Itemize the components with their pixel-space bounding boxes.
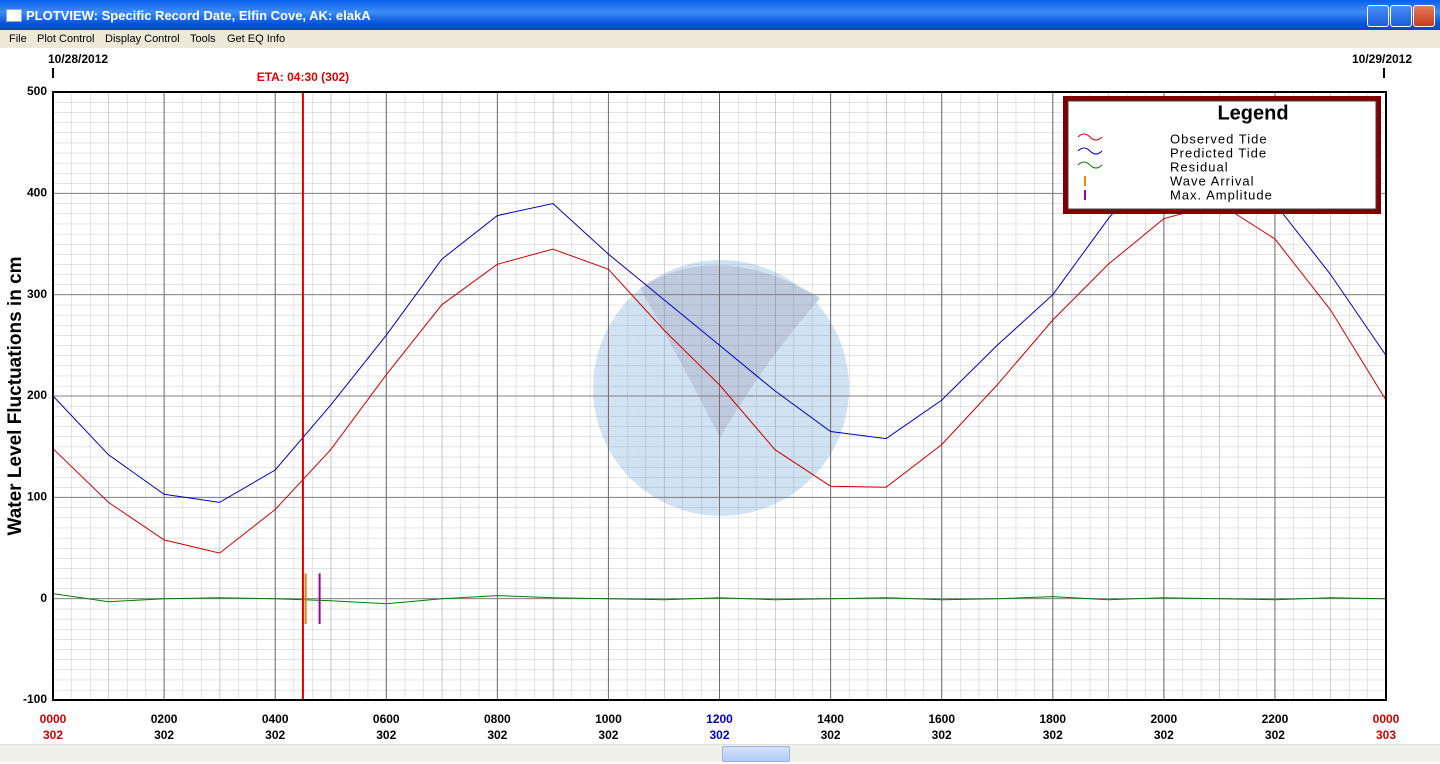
x-tick-day: 302 [709, 728, 729, 742]
legend-swatch [1077, 133, 1103, 141]
x-tick-day: 302 [265, 728, 285, 742]
legend-swatch [1077, 161, 1103, 169]
menu-item[interactable]: Display Control [105, 33, 180, 45]
start-date: 10/28/2012 [48, 52, 108, 66]
plot-frame [52, 91, 1387, 701]
x-tick-label: 0200 [151, 712, 178, 726]
x-tick-day: 302 [1265, 728, 1285, 742]
x-tick-day: 302 [487, 728, 507, 742]
menu-item[interactable]: File [9, 33, 27, 45]
maximize-button[interactable] [1390, 5, 1412, 27]
menu-item[interactable]: Get EQ Info [227, 33, 286, 45]
x-tick-label: 1400 [817, 712, 844, 726]
legend-title: Legend [1217, 102, 1288, 124]
legend-inner [1067, 100, 1377, 210]
x-tick-day: 302 [821, 728, 841, 742]
x-tick-day: 302 [1154, 728, 1174, 742]
x-tick-label: 0000 [40, 712, 67, 726]
x-tick-day: 302 [1043, 728, 1063, 742]
x-tick-day: 302 [598, 728, 618, 742]
y-tick-label: 100 [27, 490, 47, 504]
title-bar: PLOTVIEW: Specific Record Date, Elfin Co… [0, 0, 1440, 30]
menu-item[interactable]: Plot Control [37, 33, 95, 45]
legend-swatch [1077, 147, 1103, 155]
watermark [593, 260, 849, 516]
y-tick-label: -100 [23, 692, 47, 706]
menu-bar: File Plot Control Display Control Tools … [0, 30, 1440, 48]
scroll-thumb[interactable] [722, 746, 790, 762]
x-tick-label: 1000 [595, 712, 622, 726]
x-tick-day: 302 [43, 728, 63, 742]
end-date: 10/29/2012 [1352, 52, 1412, 66]
legend-label: Predicted Tide [1170, 145, 1267, 160]
y-tick-label: 0 [40, 591, 47, 605]
x-tick-label: 2000 [1150, 712, 1177, 726]
x-tick-label: 2200 [1262, 712, 1289, 726]
x-tick-day: 302 [154, 728, 174, 742]
x-tick-label: 1800 [1039, 712, 1066, 726]
chart: 10/28/2012 10/29/2012 Water Level Fluctu… [5, 52, 1412, 742]
x-tick-label: 0800 [484, 712, 511, 726]
x-tick-label: 0000 [1373, 712, 1400, 726]
eta-label: ETA: 04:30 (302) [257, 70, 349, 84]
close-button[interactable] [1413, 5, 1435, 27]
y-tick-label: 300 [27, 287, 47, 301]
x-tick-label: 0600 [373, 712, 400, 726]
x-tick-day: 303 [1376, 728, 1396, 742]
minimize-button[interactable] [1367, 5, 1389, 27]
app-icon [6, 9, 22, 22]
legend-label: Observed Tide [1170, 131, 1268, 146]
menu-item[interactable]: Tools [190, 33, 216, 45]
series-line [52, 202, 1387, 554]
legend-label: Wave Arrival [1170, 173, 1254, 188]
x-tick-label: 0400 [262, 712, 289, 726]
x-tick-label: 1200 [706, 712, 733, 726]
legend-label: Residual [1170, 159, 1229, 174]
x-tick-label: 1600 [928, 712, 955, 726]
series-line [52, 593, 1387, 605]
x-tick-day: 302 [932, 728, 952, 742]
y-tick-label: 400 [27, 186, 47, 200]
y-tick-label: 500 [27, 84, 47, 98]
window-title: PLOTVIEW: Specific Record Date, Elfin Co… [26, 8, 371, 23]
x-tick-day: 302 [376, 728, 396, 742]
y-axis-label: Water Level Fluctuations in cm [5, 256, 26, 535]
legend-label: Max. Amplitude [1170, 187, 1273, 202]
horizontal-scrollbar[interactable] [0, 744, 1440, 762]
y-tick-label: 200 [27, 388, 47, 402]
